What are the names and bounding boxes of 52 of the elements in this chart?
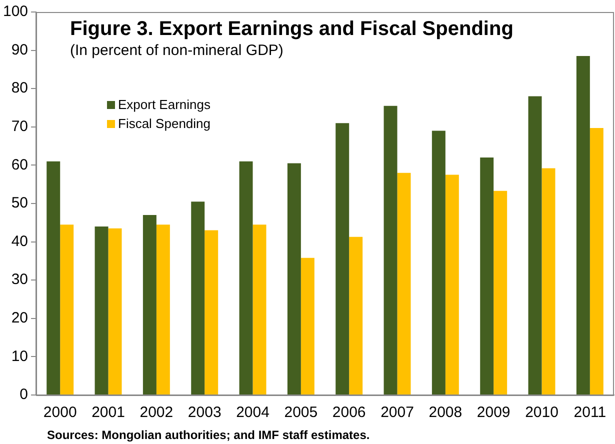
x-tick-label: 2005 bbox=[284, 404, 318, 422]
x-tick-label: 2010 bbox=[525, 404, 558, 422]
legend-label: Fiscal Spending bbox=[118, 116, 210, 131]
x-tick-label: 2011 bbox=[574, 404, 606, 422]
y-tick-label: 0 bbox=[20, 386, 28, 404]
bar bbox=[494, 190, 508, 394]
y-tick-label: 70 bbox=[11, 118, 28, 136]
bar bbox=[204, 230, 218, 394]
source-note: Sources: Mongolian authorities; and IMF staff estimates. bbox=[47, 428, 370, 442]
bar bbox=[108, 228, 122, 394]
bar bbox=[590, 128, 604, 394]
legend-label: Export Earnings bbox=[118, 97, 210, 112]
y-tick-label: 10 bbox=[11, 348, 28, 365]
y-tick-label: 50 bbox=[11, 194, 28, 212]
x-tick-label: 2006 bbox=[332, 404, 366, 422]
y-tick-label: 80 bbox=[11, 80, 28, 97]
x-tick-label: 2007 bbox=[380, 404, 414, 422]
y-tick-label: 20 bbox=[11, 310, 28, 327]
y-tick-label: 90 bbox=[11, 41, 28, 58]
bar bbox=[287, 163, 301, 394]
x-tick-label: 2004 bbox=[236, 404, 270, 422]
bar bbox=[542, 168, 556, 394]
x-tick-label: 2000 bbox=[43, 404, 77, 422]
bar bbox=[432, 130, 446, 394]
y-tick-label: 100 bbox=[2, 3, 28, 20]
bar bbox=[349, 236, 363, 394]
text: (In percent of non-mineral GDP) bbox=[70, 42, 284, 59]
bar bbox=[94, 226, 108, 394]
bar bbox=[239, 161, 253, 394]
bar bbox=[528, 96, 542, 394]
bar bbox=[60, 224, 74, 394]
bar bbox=[576, 56, 590, 394]
bar bbox=[191, 202, 205, 394]
bar bbox=[397, 172, 411, 394]
y-tick-label: 30 bbox=[11, 271, 28, 288]
bar bbox=[480, 158, 494, 394]
bar bbox=[252, 224, 266, 394]
x-tick-label: 2003 bbox=[188, 404, 222, 422]
x-tick-label: 2008 bbox=[428, 404, 462, 422]
bar bbox=[336, 123, 350, 394]
bar bbox=[300, 258, 314, 394]
x-tick-label: 2002 bbox=[140, 404, 174, 422]
chart-title: Figure 3. Export Earnings and Fiscal Spending bbox=[70, 18, 514, 41]
bar bbox=[445, 174, 459, 394]
y-tick-label: 40 bbox=[11, 232, 28, 250]
x-tick-label: 2009 bbox=[476, 404, 510, 422]
bar bbox=[46, 161, 60, 394]
bar bbox=[142, 214, 156, 394]
bar bbox=[156, 224, 170, 394]
x-tick-label: 2001 bbox=[92, 404, 125, 422]
y-tick-label: 60 bbox=[11, 156, 28, 174]
bar bbox=[384, 106, 398, 394]
